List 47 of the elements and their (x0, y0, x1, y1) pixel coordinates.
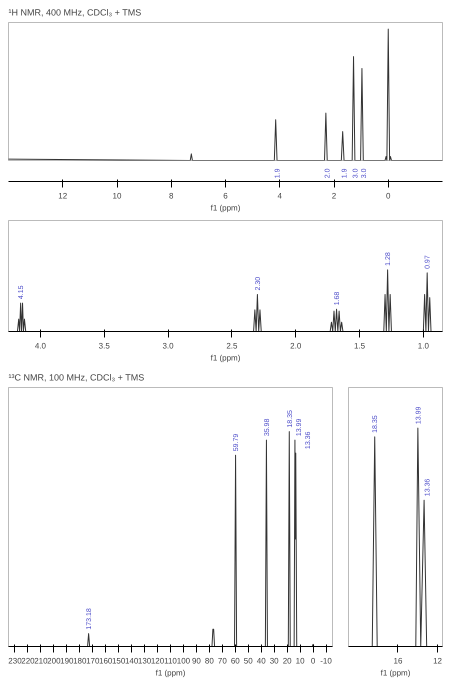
x-tick-label: 230 (8, 656, 22, 666)
x-tick-label: 6 (223, 192, 228, 200)
x-tick-label: 2 (332, 192, 337, 200)
x-tick-label: 170 (86, 656, 100, 666)
x-tick-label: 50 (244, 656, 254, 666)
x-tick-label: 140 (124, 656, 139, 666)
x-tick-label: 8 (169, 192, 174, 200)
x-tick-label: 12 (58, 192, 68, 200)
x-tick-label: 20 (282, 656, 292, 666)
x-tick-label: 0 (310, 656, 316, 666)
x-axis-title: f1 (ppm) (210, 204, 241, 212)
x-axis-title: f1 (ppm) (156, 668, 186, 678)
x-tick-label: 12 (433, 656, 443, 666)
x-tick-label: 4.0 (34, 342, 47, 350)
chart-title: ¹H NMR, 400 MHz, CDCl₃ + TMS (8, 8, 142, 18)
x-tick-label: 4 (278, 192, 283, 200)
x-tick-label: 30 (270, 656, 280, 666)
x-tick-label: 160 (99, 656, 113, 666)
x-tick-label: 3.0 (162, 342, 174, 350)
x-tick-label: 100 (176, 656, 191, 666)
x-tick-label: 3.5 (98, 342, 110, 350)
x-tick-label: 90 (192, 656, 202, 666)
x-tick-label: 70 (218, 656, 228, 666)
x-tick-label: 2.5 (226, 342, 238, 350)
x-tick-label: 1.5 (354, 342, 366, 350)
x-tick-label: 190 (60, 656, 74, 666)
x-tick-label: 40 (256, 656, 266, 666)
x-tick-label: 0 (386, 192, 392, 200)
x-tick-label: 210 (34, 656, 48, 666)
x-tick-label: 60 (230, 656, 240, 666)
x-tick-label: 220 (21, 656, 36, 666)
x-tick-label: 10 (296, 656, 306, 666)
x-tick-label: 10 (112, 192, 122, 200)
x-tick-label: -10 (320, 656, 332, 666)
x-tick-label: 80 (204, 656, 214, 666)
x-tick-label: 200 (47, 656, 62, 666)
x-tick-label: 150 (112, 656, 126, 666)
x-axis-title: f1 (ppm) (210, 354, 241, 362)
x-tick-label: 180 (73, 656, 88, 666)
x-tick-label: 130 (138, 656, 152, 666)
x-tick-label: 1.0 (418, 342, 430, 350)
x-tick-label: 120 (150, 656, 165, 666)
x-axis-title: f1 (ppm) (380, 668, 411, 678)
x-tick-label: 110 (164, 656, 178, 666)
x-tick-label: 16 (394, 656, 403, 666)
chart-title: ¹³C NMR, 100 MHz, CDCl₃ + TMS (8, 372, 144, 382)
x-tick-label: 2.0 (290, 342, 302, 350)
